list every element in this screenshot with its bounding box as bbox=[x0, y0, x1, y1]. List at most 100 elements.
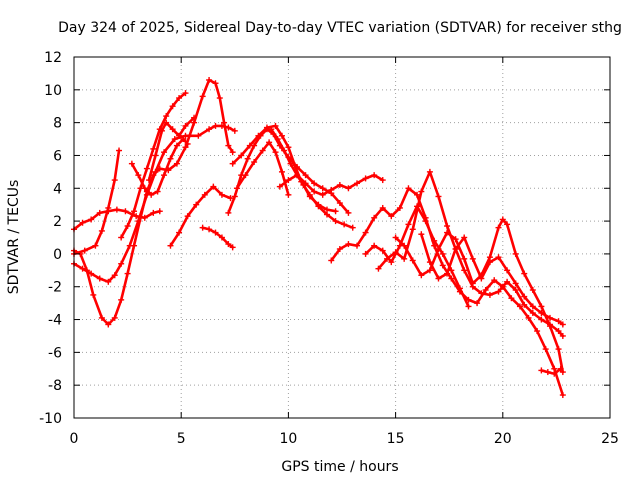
data-point bbox=[176, 95, 183, 102]
data-point bbox=[534, 328, 541, 335]
x-axis-label: GPS time / hours bbox=[281, 459, 398, 475]
data-point bbox=[461, 267, 468, 274]
data-point bbox=[328, 186, 335, 193]
data-point bbox=[216, 95, 223, 102]
data-point bbox=[551, 370, 558, 377]
data-point bbox=[116, 147, 123, 154]
data-point bbox=[195, 132, 202, 139]
data-point bbox=[555, 318, 562, 325]
series-sat-c bbox=[71, 76, 236, 328]
data-point bbox=[161, 149, 168, 156]
data-point bbox=[499, 216, 506, 223]
data-point bbox=[98, 227, 105, 234]
data-point bbox=[414, 191, 421, 198]
data-point bbox=[79, 265, 86, 272]
data-point bbox=[199, 93, 206, 100]
series-sat-a bbox=[71, 206, 163, 233]
data-point bbox=[274, 136, 281, 143]
data-point bbox=[538, 309, 545, 316]
data-point bbox=[538, 316, 545, 323]
y-tick-label: 6 bbox=[53, 148, 62, 164]
data-point bbox=[122, 208, 129, 215]
data-point bbox=[431, 237, 438, 244]
data-point bbox=[118, 234, 125, 241]
data-point bbox=[221, 119, 228, 126]
data-point bbox=[83, 267, 90, 274]
series-sat-o bbox=[328, 185, 566, 399]
data-point bbox=[98, 314, 105, 321]
data-point bbox=[206, 76, 213, 83]
data-point bbox=[504, 278, 511, 285]
data-point bbox=[439, 250, 446, 257]
data-point bbox=[113, 206, 120, 213]
series-sat-r bbox=[392, 216, 566, 376]
data-point bbox=[272, 149, 279, 156]
data-point bbox=[233, 185, 240, 192]
data-point bbox=[79, 219, 86, 226]
data-point bbox=[88, 216, 95, 223]
data-point bbox=[401, 242, 408, 249]
data-point bbox=[105, 321, 112, 328]
data-point bbox=[231, 127, 238, 134]
series-line bbox=[269, 127, 337, 213]
y-tick-label: 2 bbox=[53, 214, 62, 230]
data-point bbox=[242, 172, 249, 179]
data-point bbox=[345, 185, 352, 192]
data-point bbox=[409, 257, 416, 264]
x-tick-label: 25 bbox=[601, 431, 619, 447]
data-point bbox=[516, 303, 523, 310]
data-point bbox=[504, 267, 511, 274]
data-point bbox=[276, 183, 283, 190]
data-point bbox=[354, 180, 361, 187]
data-point bbox=[379, 247, 386, 254]
data-point bbox=[559, 321, 566, 328]
data-point bbox=[118, 296, 125, 303]
data-point bbox=[336, 245, 343, 252]
data-point bbox=[206, 126, 213, 133]
data-point bbox=[495, 288, 502, 295]
data-point bbox=[388, 259, 395, 266]
data-point bbox=[218, 234, 225, 241]
y-tick-label: 12 bbox=[44, 50, 62, 66]
data-point bbox=[354, 242, 361, 249]
y-tick-label: 0 bbox=[53, 247, 62, 263]
data-point bbox=[495, 224, 502, 231]
data-point bbox=[173, 142, 180, 149]
series-sat-i bbox=[199, 224, 236, 251]
data-point bbox=[482, 287, 489, 294]
data-point bbox=[529, 287, 536, 294]
data-point bbox=[152, 152, 159, 159]
series-sat-l bbox=[233, 139, 292, 198]
y-tick-label: -8 bbox=[48, 378, 62, 394]
data-point bbox=[225, 124, 232, 131]
data-point bbox=[559, 392, 566, 399]
data-point bbox=[375, 265, 382, 272]
data-point bbox=[456, 285, 463, 292]
data-point bbox=[201, 191, 208, 198]
data-point bbox=[131, 208, 138, 215]
tick-layer: 0 5 10 15 20 25 -10 -8 -6 -4 -2 0 2 4 6 8 10 12 bbox=[39, 50, 619, 447]
series-line bbox=[540, 367, 563, 376]
series-line bbox=[169, 185, 232, 247]
data-point bbox=[161, 172, 168, 179]
data-point bbox=[546, 323, 553, 330]
series-sat-m bbox=[268, 126, 339, 215]
data-point bbox=[124, 223, 131, 230]
data-point bbox=[167, 155, 174, 162]
data-point bbox=[345, 209, 352, 216]
data-point bbox=[150, 209, 157, 216]
data-point bbox=[418, 188, 425, 195]
data-point bbox=[452, 236, 459, 243]
data-point bbox=[191, 114, 198, 121]
data-point bbox=[392, 234, 399, 241]
data-point bbox=[557, 365, 564, 372]
data-point bbox=[255, 132, 262, 139]
series-sat-t bbox=[538, 365, 564, 377]
plot-frame bbox=[73, 56, 611, 419]
series-line bbox=[72, 78, 234, 326]
data-point bbox=[180, 136, 187, 143]
data-point bbox=[135, 172, 142, 179]
series-line bbox=[419, 232, 565, 326]
data-point bbox=[311, 180, 318, 187]
data-point bbox=[184, 213, 191, 220]
